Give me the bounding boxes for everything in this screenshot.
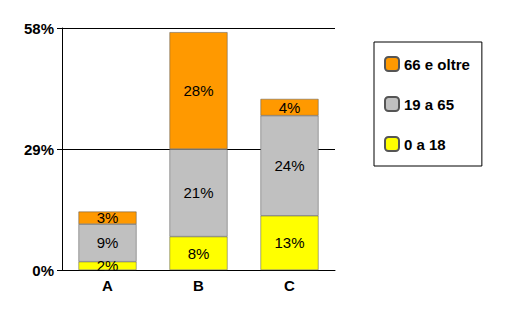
svg-text:0 a 18: 0 a 18 <box>404 136 446 153</box>
svg-text:21%: 21% <box>183 184 213 201</box>
svg-text:28%: 28% <box>183 82 213 99</box>
svg-text:B: B <box>193 277 204 294</box>
svg-text:0%: 0% <box>32 262 54 279</box>
svg-text:66 e oltre: 66 e oltre <box>404 56 470 73</box>
svg-text:19 a 65: 19 a 65 <box>404 96 454 113</box>
svg-text:2%: 2% <box>97 257 119 274</box>
svg-text:3%: 3% <box>97 209 119 226</box>
svg-text:58%: 58% <box>24 20 54 37</box>
svg-text:8%: 8% <box>188 245 210 262</box>
svg-text:13%: 13% <box>274 234 304 251</box>
svg-text:24%: 24% <box>274 157 304 174</box>
svg-text:9%: 9% <box>97 234 119 251</box>
svg-text:C: C <box>284 277 295 294</box>
svg-text:4%: 4% <box>279 99 301 116</box>
svg-text:29%: 29% <box>24 141 54 158</box>
svg-text:A: A <box>102 277 113 294</box>
